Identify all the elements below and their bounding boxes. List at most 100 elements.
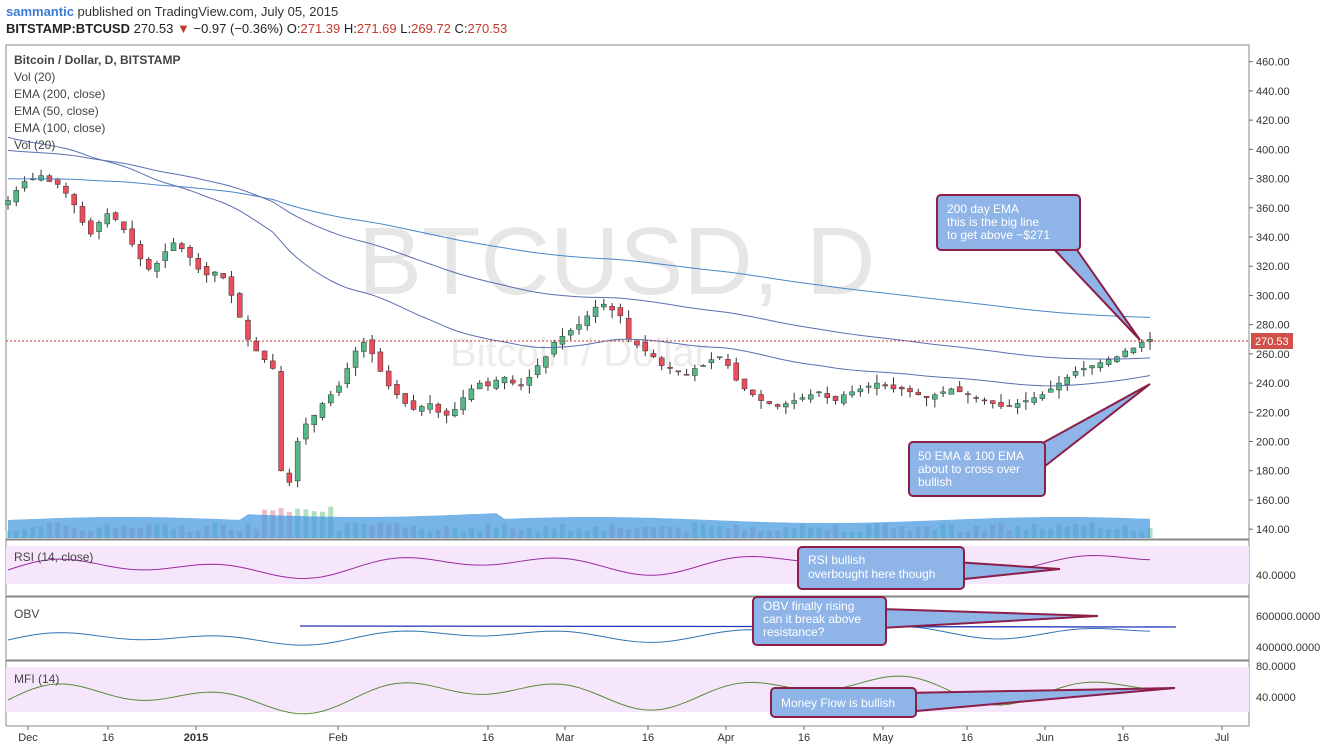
candle-body (452, 409, 458, 417)
candle-body (385, 370, 392, 387)
candle-body (634, 340, 640, 346)
legend-vol[interactable]: Vol (20) (14, 70, 55, 84)
candle-body (650, 353, 657, 358)
candle-body (501, 376, 508, 384)
candle-body (1056, 382, 1062, 391)
candle-body (410, 400, 417, 410)
candle-body (700, 365, 706, 367)
candle-body (857, 388, 864, 393)
candle-body (683, 374, 690, 376)
x-tick-label: 16 (102, 732, 114, 744)
candle-body (303, 423, 309, 440)
x-tick-label: 16 (798, 732, 810, 744)
high-value: 271.69 (356, 21, 397, 36)
candle-body (923, 396, 930, 398)
candle-body (551, 341, 557, 355)
candle-body (758, 394, 764, 401)
candle-body (63, 185, 69, 194)
mfi-label[interactable]: MFI (14) (14, 672, 59, 686)
candle-body (377, 351, 384, 372)
candle-body (286, 472, 293, 483)
candle-body (1130, 347, 1137, 354)
annotation-rsi[interactable]: RSI bullish overbought here though (797, 546, 1061, 590)
legend-ema100[interactable]: EMA (100, close) (14, 121, 105, 135)
candle-body (667, 366, 673, 369)
candle-body (659, 357, 665, 366)
candle-body (965, 393, 971, 396)
chart-header: sammantic published on TradingView.com, … (6, 3, 507, 37)
x-tick-label: 2015 (184, 732, 208, 744)
candle-body (1014, 403, 1021, 408)
candle-body (708, 359, 715, 363)
candle-body (137, 244, 144, 260)
candle-body (112, 212, 119, 220)
rsi-label[interactable]: RSI (14, close) (14, 550, 93, 564)
candle-body (1081, 368, 1087, 371)
candle-body (402, 393, 408, 404)
candle-body (915, 391, 922, 396)
candle-body (617, 307, 624, 317)
candle-body (510, 379, 516, 384)
obv-tick-1: 600000.0000 (1256, 611, 1320, 623)
annotation-obv[interactable]: OBV finally rising can it break above re… (752, 596, 1099, 646)
mfi-tick-2: 40.0000 (1256, 692, 1296, 704)
candle-body (907, 388, 913, 393)
y-tick-label: 140.00 (1256, 524, 1290, 536)
candle-body (1023, 400, 1029, 403)
time-axis[interactable]: Dec 16 2015 Feb 16 Mar 16 Apr 16 May 16 Jun 16 Jul (18, 726, 1229, 744)
obv-pane-frame (5, 596, 1250, 661)
candle-body (592, 306, 599, 317)
candle-body (1138, 341, 1145, 348)
candle-body (71, 194, 77, 206)
candle-body (559, 336, 566, 345)
candle-series (5, 169, 1153, 488)
candle-body (253, 341, 260, 352)
annotation-ema200[interactable]: 200 day EMA this is the big line to get … (936, 194, 1141, 341)
x-tick-label: 16 (961, 732, 973, 744)
change-text: −0.97 (−0.36%) (193, 21, 284, 36)
y-tick-label: 340.00 (1256, 232, 1290, 244)
candle-body (38, 175, 44, 181)
annotation-mfi[interactable]: Money Flow is bullish (770, 687, 1176, 718)
candle-body (336, 385, 342, 393)
annotation-obv-line3: resistance? (763, 625, 825, 639)
price-chart[interactable]: BTCUSD, D Bitcoin / Dollar 460.00440.004… (0, 40, 1333, 754)
volume-bars (5, 506, 1153, 538)
candle-body (750, 389, 756, 396)
published-text: published on TradingView.com, July 05, 2… (77, 4, 339, 19)
annotation-cross[interactable]: 50 EMA & 100 EMA about to cross over bul… (908, 383, 1151, 497)
annotation-cross-line2: about to cross over (918, 462, 1020, 476)
candle-body (948, 388, 955, 395)
price-axis[interactable]: 460.00 440.00 420.00 400.00 380.00 360.00 340.… (1249, 57, 1290, 536)
x-tick-label: Feb (329, 732, 348, 744)
watermark-name: Bitcoin / Dollar (450, 331, 708, 375)
y-tick-label: 400.00 (1256, 144, 1290, 156)
legend-ema200[interactable]: EMA (200, close) (14, 87, 105, 101)
obv-label[interactable]: OBV (14, 607, 39, 621)
candle-body (849, 391, 855, 396)
candle-body (369, 339, 375, 355)
candle-body (162, 251, 168, 261)
candle-body (427, 403, 433, 410)
high-label: H: (343, 21, 357, 36)
candle-body (981, 399, 988, 402)
ema-200-line (7, 178, 1151, 318)
y-tick-label: 300.00 (1256, 290, 1290, 302)
mfi-tick-1: 80.0000 (1256, 661, 1296, 673)
candle-body (13, 189, 20, 203)
legend-ema50[interactable]: EMA (50, close) (14, 104, 99, 118)
author-link[interactable]: sammantic (6, 4, 74, 19)
y-tick-label: 440.00 (1256, 86, 1290, 98)
x-tick-label: 16 (482, 732, 494, 744)
candle-body (121, 221, 127, 230)
candle-body (88, 220, 94, 235)
rsi-tick: 40.0000 (1256, 570, 1296, 582)
legend-vol-2[interactable]: Vol (20) (14, 138, 55, 152)
x-tick-label: Jul (1215, 732, 1229, 744)
candle-body (311, 414, 317, 426)
candle-body (526, 376, 533, 386)
candle-body (774, 404, 781, 407)
y-tick-label: 180.00 (1256, 466, 1290, 478)
annotation-cross-line1: 50 EMA & 100 EMA (918, 449, 1024, 463)
candle-body (1097, 362, 1104, 369)
